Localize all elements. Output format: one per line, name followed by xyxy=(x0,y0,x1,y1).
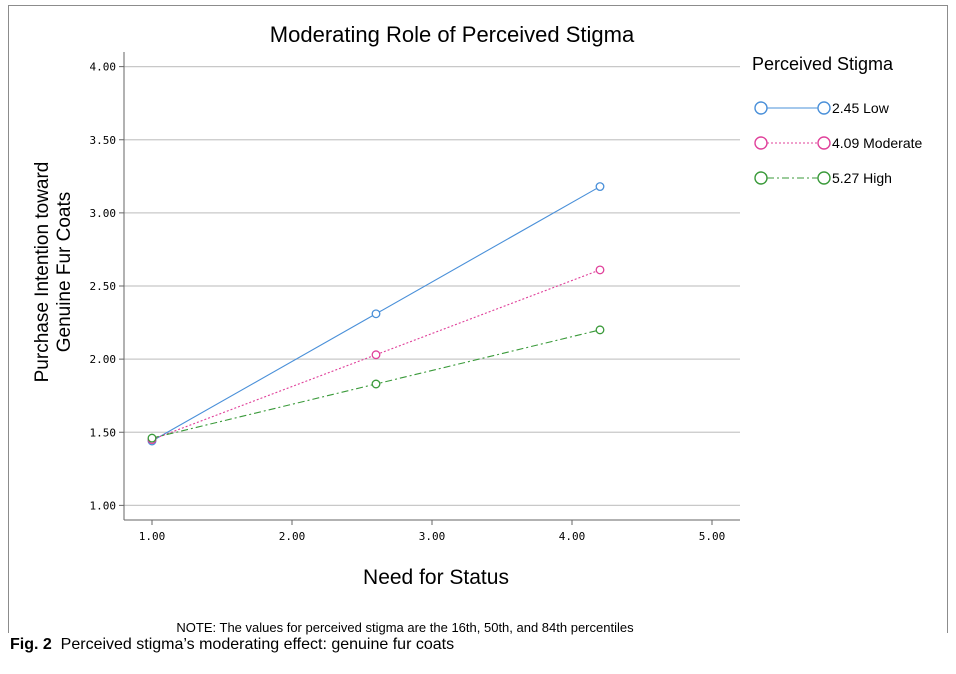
data-point xyxy=(371,350,381,360)
legend-marker xyxy=(754,171,768,185)
data-point xyxy=(371,309,381,319)
x-axis-label: Need for Status xyxy=(363,566,509,589)
legend-marker xyxy=(754,136,768,150)
y-tick-label: 4.00 xyxy=(90,61,117,74)
data-point xyxy=(595,325,605,335)
y-tick-label: 3.50 xyxy=(90,134,117,147)
chart-title: Moderating Role of Perceived Stigma xyxy=(270,22,635,47)
y-tick-label: 2.50 xyxy=(90,280,117,293)
x-tick-label: 4.00 xyxy=(559,530,586,543)
legend-label: 5.27 High xyxy=(832,170,892,186)
legend-label: 2.45 Low xyxy=(832,100,890,116)
legend-title: Perceived Stigma xyxy=(752,54,894,74)
figure-caption-label: Fig. 2 xyxy=(10,636,52,653)
figure-frame xyxy=(8,5,948,633)
legend-marker xyxy=(817,136,831,150)
y-tick-label: 1.50 xyxy=(90,426,117,439)
data-point xyxy=(371,379,381,389)
gridlines xyxy=(124,66,740,506)
legend-marker xyxy=(817,101,831,115)
chart-note: NOTE: The values for perceived stigma ar… xyxy=(176,620,634,635)
y-tick-label: 3.00 xyxy=(90,207,117,220)
x-tick-label: 5.00 xyxy=(699,530,726,543)
legend-marker xyxy=(754,101,768,115)
data-point xyxy=(595,182,605,191)
data-point xyxy=(147,433,157,443)
x-tick-label: 3.00 xyxy=(419,530,446,543)
y-axis-label: Purchase Intention toward Genuine Fur Co… xyxy=(32,162,75,383)
y-axis-label-line-1: Purchase Intention toward xyxy=(32,162,53,383)
data-point xyxy=(595,265,605,275)
x-tick-label: 2.00 xyxy=(279,530,306,543)
series-layer xyxy=(147,182,605,446)
y-tick-label: 2.00 xyxy=(90,353,117,366)
figure-caption-text: Perceived stigma’s moderating effect: ge… xyxy=(60,636,455,653)
x-tick-label: 1.00 xyxy=(139,530,166,543)
figure-caption: Fig. 2 Perceived stigma’s moderating eff… xyxy=(10,636,454,654)
legend-label: 4.09 Moderate xyxy=(832,135,922,151)
y-tick-label: 1.00 xyxy=(90,499,117,512)
legend: Perceived Stigma 2.45 Low 4.09 Moderate 5.2… xyxy=(752,54,922,186)
y-axis-label-line-2: Genuine Fur Coats xyxy=(54,192,75,353)
axes: 1.00 1.50 2.00 2.50 3.00 3.50 4.00 1.00 2.00 3.00… xyxy=(90,52,740,543)
legend-marker xyxy=(817,171,831,185)
